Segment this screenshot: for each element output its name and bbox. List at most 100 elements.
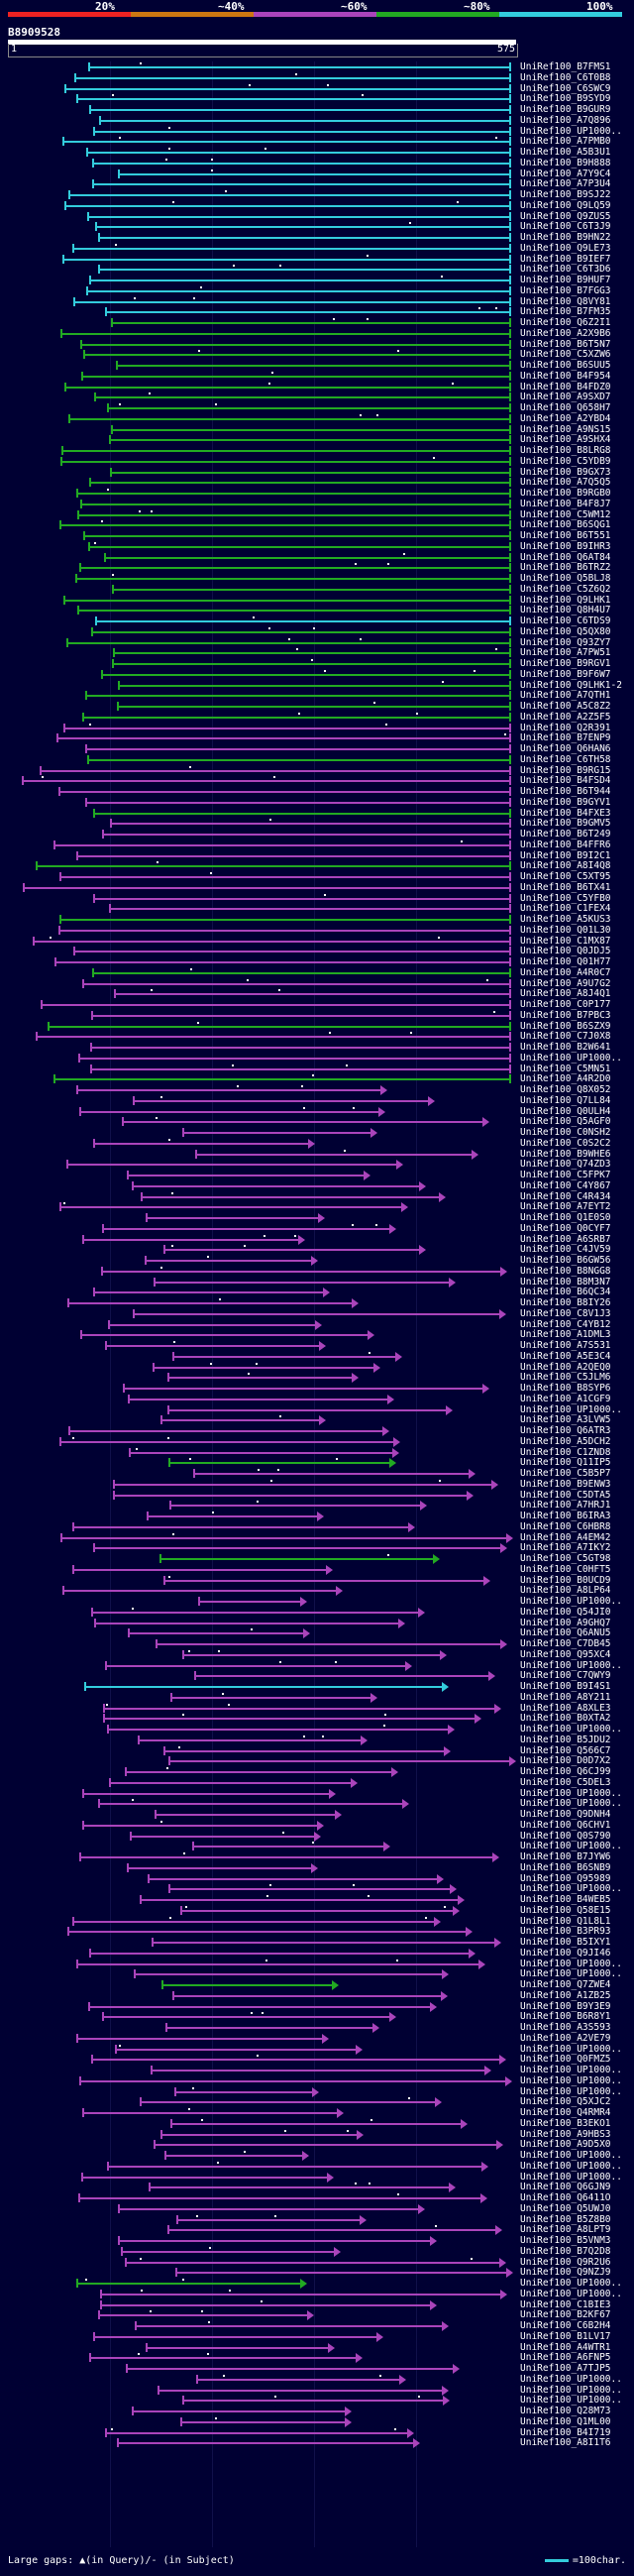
hit-alignment-bar[interactable]	[104, 1664, 406, 1667]
hit-name-link[interactable]: UniRef100_B6T5N7	[520, 338, 611, 350]
hit-row[interactable]: UniRef100_A2X9B6	[0, 328, 634, 339]
hit-alignment-bar[interactable]	[93, 897, 511, 900]
hit-row[interactable]: UniRef100_Q0FMZ5	[0, 2054, 634, 2066]
hit-alignment-bar[interactable]	[121, 2250, 335, 2253]
hit-alignment-bar[interactable]	[145, 1260, 311, 1262]
hit-name-link[interactable]: UniRef100_C5DTA5	[520, 1489, 611, 1501]
hit-alignment-bar[interactable]	[95, 620, 511, 622]
hit-name-link[interactable]: UniRef100_C6B2H4	[520, 2320, 611, 2331]
hit-name-link[interactable]: UniRef100_UP1000..	[520, 2065, 622, 2075]
hit-alignment-bar[interactable]	[102, 1707, 495, 1710]
hit-alignment-bar[interactable]	[40, 769, 511, 772]
hit-name-link[interactable]: UniRef100_Q9LQ59	[520, 199, 611, 211]
hit-name-link[interactable]: UniRef100_C5XT95	[520, 871, 611, 882]
hit-row[interactable]: UniRef100_B9WHE6	[0, 1149, 634, 1160]
hit-row[interactable]: UniRef100_B4WEB5	[0, 1894, 634, 1905]
hit-row[interactable]: UniRef100_Q9LHK1	[0, 595, 634, 606]
hit-name-link[interactable]: UniRef100_Q74ZD3	[520, 1159, 611, 1171]
hit-alignment-bar[interactable]	[67, 1931, 466, 1934]
hit-name-link[interactable]: UniRef100_B6SUU5	[520, 360, 611, 371]
hit-alignment-bar[interactable]	[80, 503, 511, 505]
hit-alignment-bar[interactable]	[88, 109, 511, 111]
hit-alignment-bar[interactable]	[141, 1195, 439, 1198]
hit-alignment-bar[interactable]	[153, 2144, 496, 2147]
hit-row[interactable]: UniRef100_C6T0B8	[0, 72, 634, 83]
hit-name-link[interactable]: UniRef100_Q658H7	[520, 402, 611, 413]
hit-alignment-bar[interactable]	[94, 1622, 399, 1624]
hit-name-link[interactable]: UniRef100_B6SNB9	[520, 1861, 611, 1873]
hit-alignment-bar[interactable]	[102, 2016, 389, 2019]
hit-alignment-bar[interactable]	[89, 1067, 511, 1070]
hit-alignment-bar[interactable]	[63, 87, 511, 90]
hit-alignment-bar[interactable]	[106, 2165, 482, 2168]
hit-row[interactable]: UniRef100_C1BIE3	[0, 2299, 634, 2310]
hit-row[interactable]: UniRef100_A7Y9C4	[0, 168, 634, 179]
hit-name-link[interactable]: UniRef100_B6QC34	[520, 1287, 611, 1298]
hit-name-link[interactable]: UniRef100_B9HN22	[520, 232, 611, 243]
hit-name-link[interactable]: UniRef100_Q6CHV1	[520, 1819, 611, 1831]
hit-alignment-bar[interactable]	[109, 471, 511, 474]
hit-alignment-bar[interactable]	[181, 2400, 443, 2403]
hit-row[interactable]: UniRef100_Q2R391	[0, 723, 634, 733]
hit-row[interactable]: UniRef100_A1ZB25	[0, 1990, 634, 2001]
hit-row[interactable]: UniRef100_C5DEL3	[0, 1777, 634, 1788]
hit-name-link[interactable]: UniRef100_B6TRZ2	[520, 562, 611, 574]
hit-row[interactable]: UniRef100_B5Z8B0	[0, 2214, 634, 2225]
hit-row[interactable]: UniRef100_Q5QX80	[0, 626, 634, 637]
hit-row[interactable]: UniRef100_B6TRZ2	[0, 562, 634, 573]
hit-row[interactable]: UniRef100_Q6CHV1	[0, 1820, 634, 1831]
hit-name-link[interactable]: UniRef100_UP1000..	[520, 1968, 622, 1980]
hit-alignment-bar[interactable]	[22, 886, 511, 889]
hit-row[interactable]: UniRef100_B7FGG3	[0, 285, 634, 296]
hit-alignment-bar[interactable]	[59, 919, 511, 921]
hit-alignment-bar[interactable]	[160, 2133, 357, 2136]
hit-row[interactable]: UniRef100_Q6GJN9	[0, 2182, 634, 2193]
hit-row[interactable]: UniRef100_Q4RMR4	[0, 2107, 634, 2118]
hit-name-link[interactable]: UniRef100_C6SWC9	[520, 82, 611, 94]
hit-alignment-bar[interactable]	[140, 2101, 435, 2104]
hit-row[interactable]: UniRef100_A7QTH1	[0, 690, 634, 701]
hit-name-link[interactable]: UniRef100_A8J4Q1	[520, 988, 611, 1000]
hit-row[interactable]: UniRef100_B6SNB9	[0, 1862, 634, 1873]
hit-row[interactable]: UniRef100_Q58E15	[0, 1905, 634, 1916]
hit-row[interactable]: UniRef100_Q0JDJ5	[0, 946, 634, 956]
hit-name-link[interactable]: UniRef100_Q0S790	[520, 1830, 611, 1842]
hit-alignment-bar[interactable]	[61, 258, 511, 261]
hit-row[interactable]: UniRef100_Q74ZD3	[0, 1159, 634, 1171]
hit-row[interactable]: UniRef100_C5XZW6	[0, 349, 634, 360]
hit-alignment-bar[interactable]	[124, 1771, 392, 1773]
hit-name-link[interactable]: UniRef100_A4R0C7	[520, 966, 611, 978]
hit-name-link[interactable]: UniRef100_Q6HAN6	[520, 743, 611, 754]
hit-row[interactable]: UniRef100_B4FXE3	[0, 808, 634, 819]
hit-alignment-bar[interactable]	[88, 280, 511, 281]
hit-row[interactable]: UniRef100_A6SRB7	[0, 1234, 634, 1245]
hit-alignment-bar[interactable]	[148, 2186, 450, 2189]
hit-alignment-bar[interactable]	[169, 1696, 370, 1699]
hit-name-link[interactable]: UniRef100_B4F954	[520, 370, 611, 382]
hit-name-link[interactable]: UniRef100_Q0JDJ5	[520, 946, 611, 957]
hit-name-link[interactable]: UniRef100_C4Y867	[520, 1179, 611, 1191]
hit-row[interactable]: UniRef100_C0NSH2	[0, 1127, 634, 1138]
hit-alignment-bar[interactable]	[98, 2314, 308, 2317]
hit-row[interactable]: UniRef100_A4WTR1	[0, 2342, 634, 2353]
hit-name-link[interactable]: UniRef100_A7Q896	[520, 114, 611, 126]
hit-alignment-bar[interactable]	[90, 1611, 419, 1614]
hit-name-link[interactable]: UniRef100_C0HFT5	[520, 1563, 611, 1575]
hit-alignment-bar[interactable]	[194, 1153, 472, 1156]
hit-row[interactable]: UniRef100_A9D5X0	[0, 2139, 634, 2151]
hit-name-link[interactable]: UniRef100_B7Q2D8	[520, 2245, 611, 2257]
hit-name-link[interactable]: UniRef100_B8LRG8	[520, 445, 611, 456]
hit-name-link[interactable]: UniRef100_B6R8Y1	[520, 2011, 611, 2023]
hit-name-link[interactable]: UniRef100_B9IHR3	[520, 540, 611, 552]
hit-alignment-bar[interactable]	[59, 1206, 402, 1209]
hit-name-link[interactable]: UniRef100_Q4RMR4	[520, 2107, 611, 2118]
hit-row[interactable]: UniRef100_UP1000..	[0, 2395, 634, 2407]
hit-name-link[interactable]: UniRef100_Q5XJC2	[520, 2096, 611, 2108]
hit-row[interactable]: UniRef100_B9SYD9	[0, 93, 634, 104]
hit-name-link[interactable]: UniRef100_C5Z6Q2	[520, 583, 611, 595]
hit-name-link[interactable]: UniRef100_A5KUS3	[520, 914, 611, 925]
hit-name-link[interactable]: UniRef100_Q58E15	[520, 1904, 611, 1916]
hit-alignment-bar[interactable]	[98, 237, 511, 239]
hit-row[interactable]: UniRef100_B6SQG1	[0, 519, 634, 530]
hit-name-link[interactable]: UniRef100_A7TJP5	[520, 2363, 611, 2374]
